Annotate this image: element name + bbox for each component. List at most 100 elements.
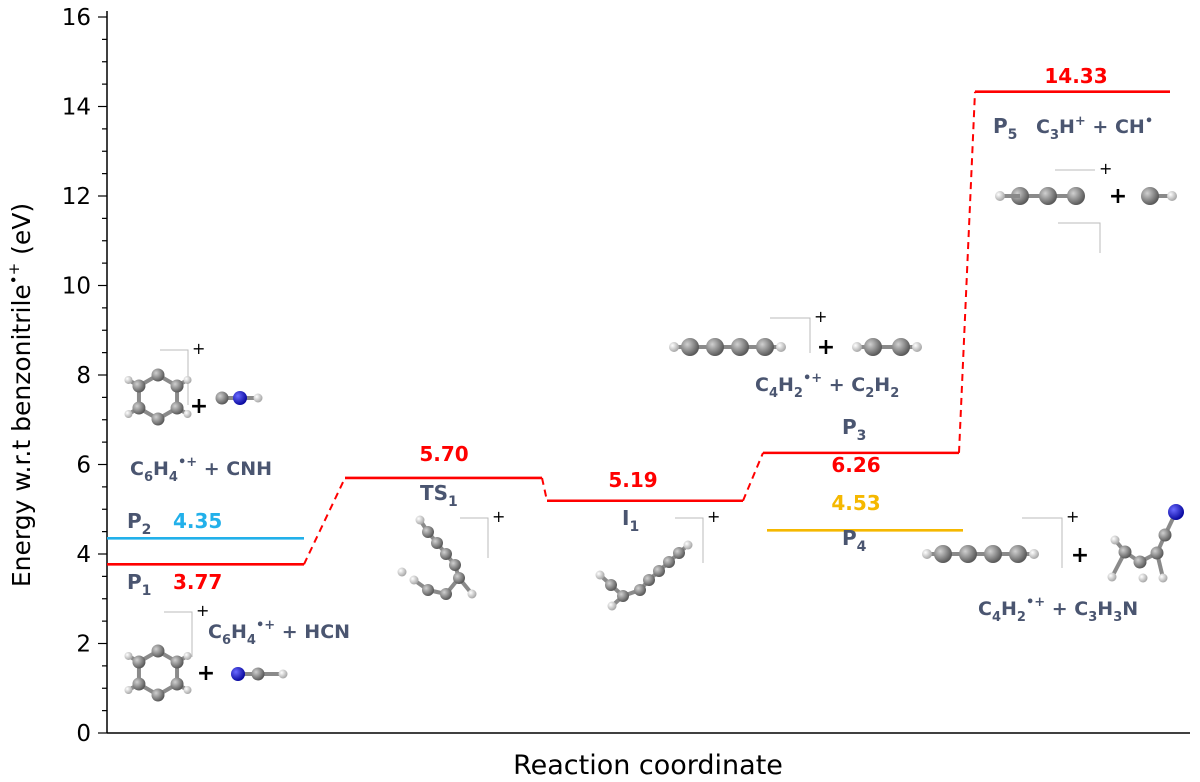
- charge-mark: +: [1066, 507, 1079, 526]
- hydrogen-atom: [124, 651, 133, 660]
- hydrogen-atom: [607, 601, 617, 611]
- hydrogen-atom: [183, 410, 192, 419]
- y-tick-label: 4: [76, 542, 91, 568]
- charge-bracket: [460, 517, 489, 558]
- value-ts1: 5.70: [419, 442, 468, 466]
- charge-mark: +: [707, 507, 720, 526]
- carbon-atom: [756, 338, 774, 356]
- plus-sign: +: [817, 335, 835, 360]
- nitrogen-atom: [1168, 504, 1184, 520]
- nitrogen-atom: [233, 391, 247, 405]
- carbon-atom: [663, 556, 675, 568]
- carbon-atom: [170, 401, 184, 415]
- charge-mark: +: [492, 507, 505, 526]
- hydrogen-atom: [253, 393, 263, 403]
- carbon-atom: [1118, 545, 1132, 559]
- molecule-illustrations: + + + + + + + + + + + +: [124, 159, 1184, 702]
- connectors: [303, 91, 976, 565]
- value-p4: 4.53: [831, 491, 880, 515]
- value-i1: 5.19: [608, 468, 657, 492]
- label-p5: P5: [993, 114, 1017, 143]
- carbon-atom: [132, 379, 146, 393]
- carbon-atom: [170, 655, 184, 669]
- charge-mark: +: [814, 307, 827, 326]
- hydrogen-atom: [1138, 573, 1148, 583]
- hydrogen-atom: [183, 686, 192, 695]
- plus-sign: +: [1109, 184, 1127, 209]
- label-i1: I1: [622, 506, 639, 535]
- charge-bracket: [1058, 222, 1101, 253]
- hydrogen-atom: [124, 375, 133, 384]
- axes: [106, 11, 1190, 734]
- charge-bracket: [164, 611, 193, 657]
- carbon-atom: [170, 379, 184, 393]
- hydrogen-atom: [922, 549, 932, 559]
- carbon-atom: [431, 537, 443, 549]
- carbon-atom: [449, 559, 461, 571]
- hydrogen-atom: [1110, 535, 1120, 545]
- species-p4: C4H2•+ + C3H3N: [978, 595, 1138, 625]
- value-p1: 3.77: [173, 570, 222, 594]
- charge-bracket: [770, 317, 811, 353]
- hydrogen-atom: [467, 589, 477, 599]
- hydrogen-atom: [397, 567, 407, 577]
- carbon-atom: [984, 545, 1002, 563]
- species-p2: C6H4•+ + CNH: [130, 455, 272, 485]
- hydrogen-atom: [683, 540, 693, 550]
- hydrogen-atom: [912, 342, 922, 352]
- y-ticks: 0 2 4 6 8 10 12 14 16: [62, 5, 107, 747]
- carbon-atom: [132, 655, 146, 669]
- carbon-atom: [1039, 187, 1057, 205]
- charge-bracket: [1022, 517, 1063, 568]
- charge-mark: +: [192, 339, 205, 358]
- connector-ts1-i1: [541, 477, 548, 501]
- carbon-atom: [422, 584, 434, 596]
- hydrogen-atom: [1158, 573, 1168, 583]
- carbon-atom: [673, 547, 685, 559]
- label-p4: P4: [842, 526, 867, 555]
- carbon-atom: [643, 574, 655, 586]
- species-p3: C4H2•+ + C2H2: [755, 371, 899, 401]
- carbon-atom: [170, 677, 184, 691]
- y-tick-label: 16: [62, 5, 91, 31]
- carbon-atom: [151, 644, 165, 658]
- y-tick-label: 10: [62, 274, 91, 300]
- y-tick-label: 12: [62, 184, 91, 210]
- connector-p1-ts1: [303, 477, 346, 565]
- charge-mark: +: [1099, 159, 1112, 178]
- hydrogen-atom: [1107, 572, 1117, 582]
- hydrogen-atom: [124, 410, 133, 419]
- nitrogen-atom: [231, 667, 245, 681]
- hydrogen-atom: [995, 191, 1005, 201]
- species-p5: C3H+ + CH•: [1036, 114, 1153, 143]
- carbon-atom: [653, 565, 665, 577]
- carbon-atom: [151, 412, 165, 426]
- hydrogen-atom: [1029, 549, 1039, 559]
- y-tick-label: 6: [76, 453, 91, 479]
- carbon-atom: [959, 545, 977, 563]
- value-p2: 4.35: [173, 509, 222, 533]
- label-p1: P1: [127, 570, 151, 599]
- carbon-atom: [634, 584, 646, 596]
- carbon-atom: [605, 579, 617, 591]
- carbon-atom: [864, 338, 882, 356]
- charge-bracket: [675, 517, 704, 563]
- carbon-atom: [422, 526, 434, 538]
- hydrogen-atom: [595, 570, 605, 580]
- hydrogen-atom: [852, 342, 862, 352]
- carbon-atom: [132, 677, 146, 691]
- connector-i1-p3: [742, 452, 764, 502]
- y-tick-label: 14: [62, 95, 91, 121]
- carbon-atom: [1067, 187, 1085, 205]
- y-axis-label: Energy w.r.t benzonitrile•+ (eV): [5, 203, 36, 587]
- species-p1: C6H4•+ + HCN: [208, 618, 350, 648]
- plus-sign: +: [197, 661, 215, 686]
- y-tick-label: 0: [76, 721, 91, 747]
- y-tick-label: 8: [76, 363, 91, 389]
- hydrogen-atom: [669, 342, 679, 352]
- energy-levels: [107, 90, 1170, 566]
- carbon-atom: [440, 548, 452, 560]
- label-p3: P3: [842, 415, 866, 444]
- hydrogen-atom: [183, 375, 192, 384]
